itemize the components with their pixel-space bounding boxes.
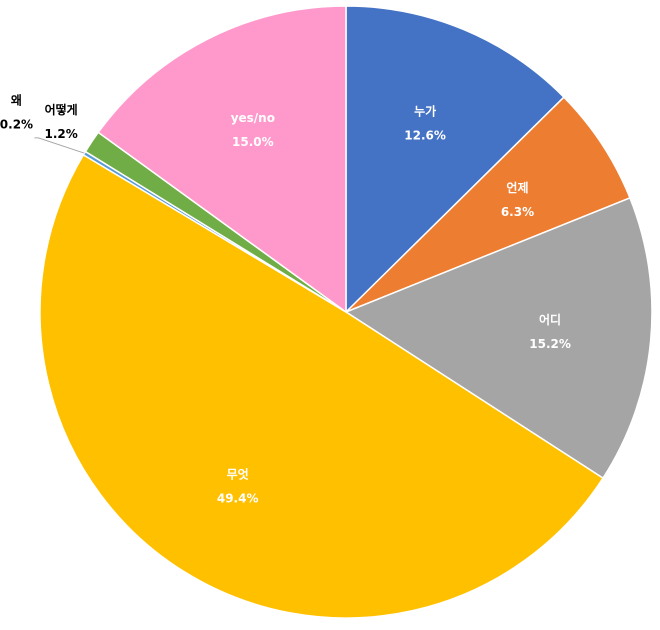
value-label: 12.6% bbox=[404, 128, 446, 142]
slice-label: yes/no bbox=[231, 111, 275, 125]
slice-label: 누가 bbox=[414, 103, 436, 118]
value-label: 1.2% bbox=[45, 127, 78, 141]
value-label: 15.2% bbox=[529, 337, 571, 351]
pie-slice bbox=[345, 5, 565, 314]
value-label: 15.0% bbox=[232, 135, 274, 149]
pie-slice bbox=[39, 153, 605, 619]
slice-label: 어떻게 bbox=[45, 102, 78, 117]
slice-label: 왜 bbox=[11, 92, 22, 107]
slice-label: 언제 bbox=[506, 180, 528, 195]
value-label: 6.3% bbox=[501, 205, 534, 219]
value-label: 0.2% bbox=[0, 117, 33, 131]
pie-slice bbox=[345, 96, 631, 313]
leader-line bbox=[34, 137, 85, 154]
slice-label: 무엇 bbox=[227, 467, 249, 482]
slice-label: 어디 bbox=[539, 312, 561, 327]
value-label: 49.4% bbox=[217, 492, 259, 506]
pie-slice bbox=[344, 196, 653, 480]
pie-slice bbox=[97, 5, 347, 314]
